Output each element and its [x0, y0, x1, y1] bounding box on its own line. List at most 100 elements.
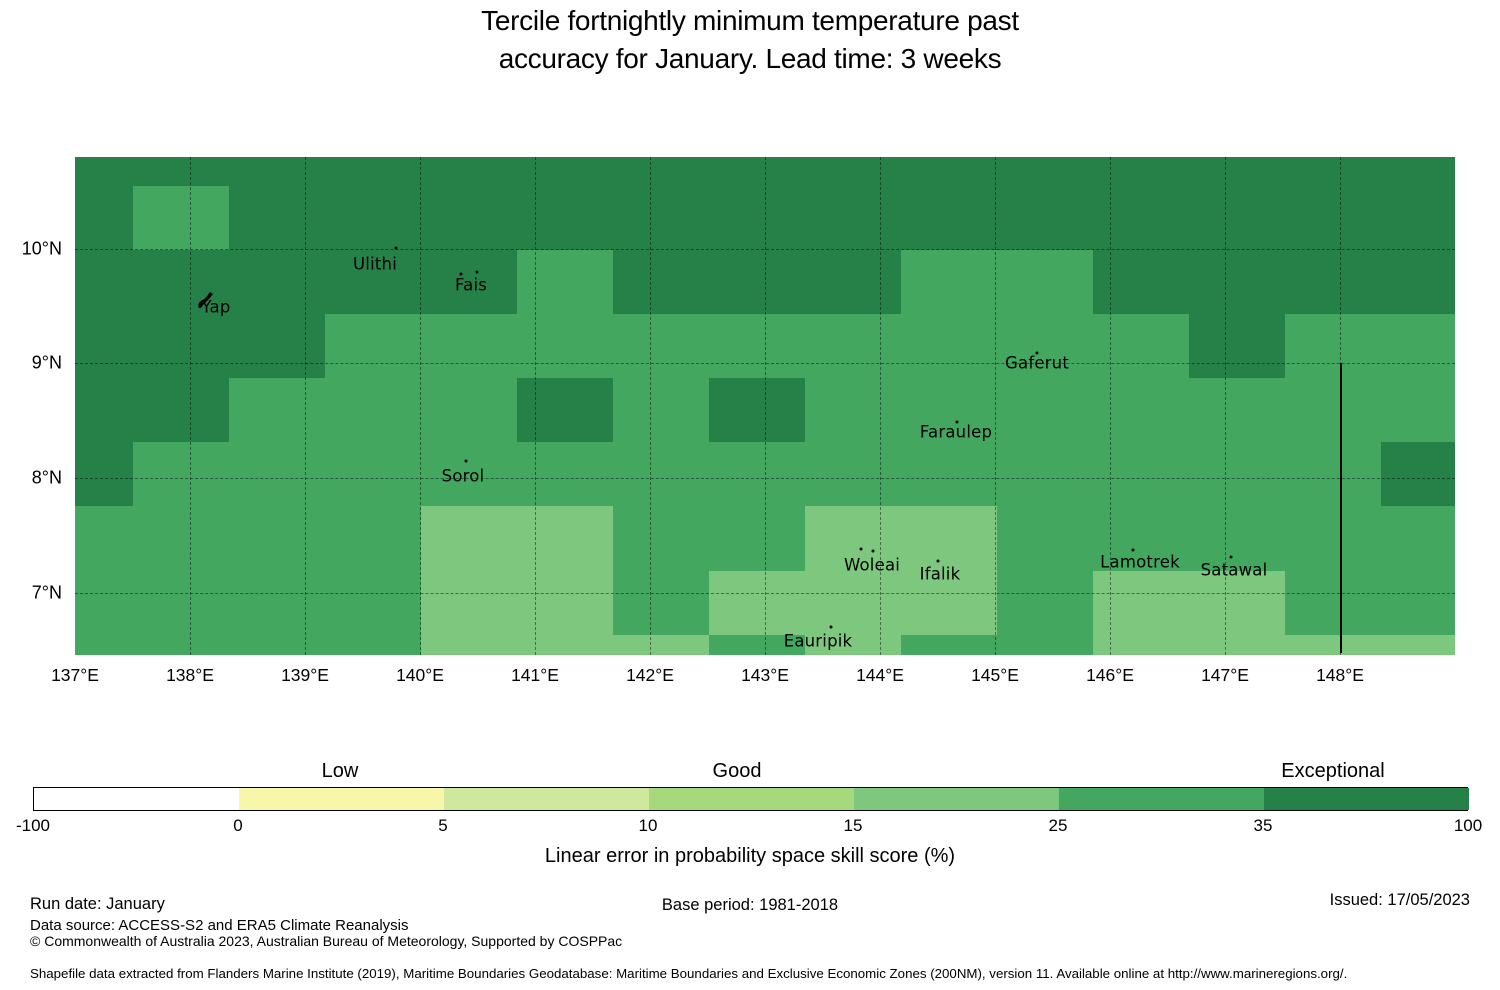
grid-cell	[1092, 250, 1189, 314]
grid-cell	[75, 157, 133, 186]
grid-cell	[516, 378, 613, 442]
grid-cell	[1188, 314, 1285, 378]
grid-cell	[132, 250, 229, 314]
grid-cell	[708, 506, 805, 571]
island-marker-dot	[871, 549, 875, 553]
chart-title: Tercile fortnightly minimum temperature …	[0, 2, 1500, 78]
grid-cell	[900, 571, 997, 635]
grid-cell	[228, 571, 325, 635]
colorbar-axis-label: Linear error in probability space skill …	[544, 845, 956, 867]
grid-cell	[612, 314, 709, 378]
grid-cell	[1284, 314, 1381, 378]
grid-cell	[516, 506, 613, 571]
island-marker-dot	[475, 270, 479, 274]
grid-cell	[516, 635, 613, 655]
island-marker-dot	[464, 459, 468, 463]
x-tick-label: 148°E	[1316, 665, 1364, 685]
grid-cell	[996, 635, 1093, 655]
colorbar-segment	[649, 788, 854, 810]
grid-cell	[996, 186, 1093, 250]
longitude-gridline	[1225, 157, 1226, 655]
grid-cell	[228, 442, 325, 506]
colorbar-tick-label: 15	[843, 816, 863, 835]
grid-cell	[1188, 250, 1285, 314]
island-label-gaferut: Gaferut	[1005, 353, 1069, 373]
grid-cell	[516, 186, 613, 250]
colorbar-segment	[34, 788, 239, 810]
grid-cell	[420, 442, 517, 506]
grid-cell	[900, 506, 997, 571]
grid-cell	[708, 250, 805, 314]
grid-cell	[132, 378, 229, 442]
grid-cell	[1284, 506, 1381, 571]
island-label-ifalik: Ifalik	[919, 564, 961, 584]
longitude-gridline	[995, 157, 996, 655]
grid-cell	[132, 635, 229, 655]
grid-cell	[1188, 442, 1285, 506]
grid-cell	[996, 442, 1093, 506]
grid-cell	[324, 571, 421, 635]
grid-cell	[420, 157, 517, 186]
y-tick-label: 10°N	[21, 238, 62, 259]
grid-cell	[1092, 186, 1189, 250]
grid-cell	[516, 157, 613, 186]
footer-copyright: © Commonwealth of Australia 2023, Austra…	[30, 933, 623, 949]
grid-cell	[612, 635, 709, 655]
grid-cell	[1284, 186, 1381, 250]
y-tick-label: 8°N	[31, 467, 62, 488]
island-marker-dot	[1229, 555, 1233, 559]
island-marker-dot	[955, 420, 959, 424]
grid-cell	[1380, 442, 1455, 506]
grid-cell	[612, 442, 709, 506]
grid-cell	[708, 157, 805, 186]
grid-cell	[804, 506, 901, 571]
grid-cell	[324, 157, 421, 186]
grid-cell	[132, 157, 229, 186]
grid-cell	[1284, 250, 1381, 314]
grid-cell	[228, 635, 325, 655]
island-label-satawal: Satawal	[1200, 560, 1268, 580]
grid-cell	[75, 250, 133, 314]
chart-title-line1: Tercile fortnightly minimum temperature …	[481, 5, 1019, 36]
grid-cell	[75, 186, 133, 250]
longitude-gridline	[1110, 157, 1111, 655]
grid-cell	[420, 250, 517, 314]
grid-cell	[996, 250, 1093, 314]
grid-cell	[132, 442, 229, 506]
island-marker-dot	[394, 246, 398, 250]
latitude-gridline	[75, 249, 1455, 250]
grid-cell	[708, 186, 805, 250]
colorbar-tick-label: 35	[1253, 816, 1273, 835]
grid-cell	[804, 157, 901, 186]
x-tick-label: 145°E	[971, 665, 1019, 685]
island-label-faraulep: Faraulep	[919, 422, 993, 442]
grid-cell	[612, 506, 709, 571]
colorbar-segment	[1059, 788, 1264, 810]
grid-cell	[324, 314, 421, 378]
grid-cell	[1380, 157, 1455, 186]
grid-cell	[228, 157, 325, 186]
colorbar-quality-label: Exceptional	[1281, 760, 1385, 782]
grid-cell	[804, 571, 901, 635]
grid-cell	[1092, 506, 1189, 571]
grid-cell	[1092, 378, 1189, 442]
x-tick-label: 140°E	[396, 665, 444, 685]
y-tick-label: 9°N	[31, 352, 62, 373]
x-tick-label: 144°E	[856, 665, 904, 685]
grid-cell	[804, 442, 901, 506]
grid-cell	[228, 378, 325, 442]
grid-cell	[228, 506, 325, 571]
colorbar-quality-label: Good	[712, 760, 762, 782]
grid-cell	[1284, 635, 1381, 655]
grid-cell	[75, 442, 133, 506]
grid-cell	[324, 635, 421, 655]
footer-data-source: Data source: ACCESS-S2 and ERA5 Climate …	[30, 917, 409, 934]
longitude-gridline	[880, 157, 881, 655]
grid-cell	[1380, 506, 1455, 571]
grid-cell	[1188, 186, 1285, 250]
latitude-gridline	[75, 363, 1455, 364]
grid-cell	[1188, 506, 1285, 571]
grid-cell	[420, 571, 517, 635]
grid-cell	[132, 186, 229, 250]
